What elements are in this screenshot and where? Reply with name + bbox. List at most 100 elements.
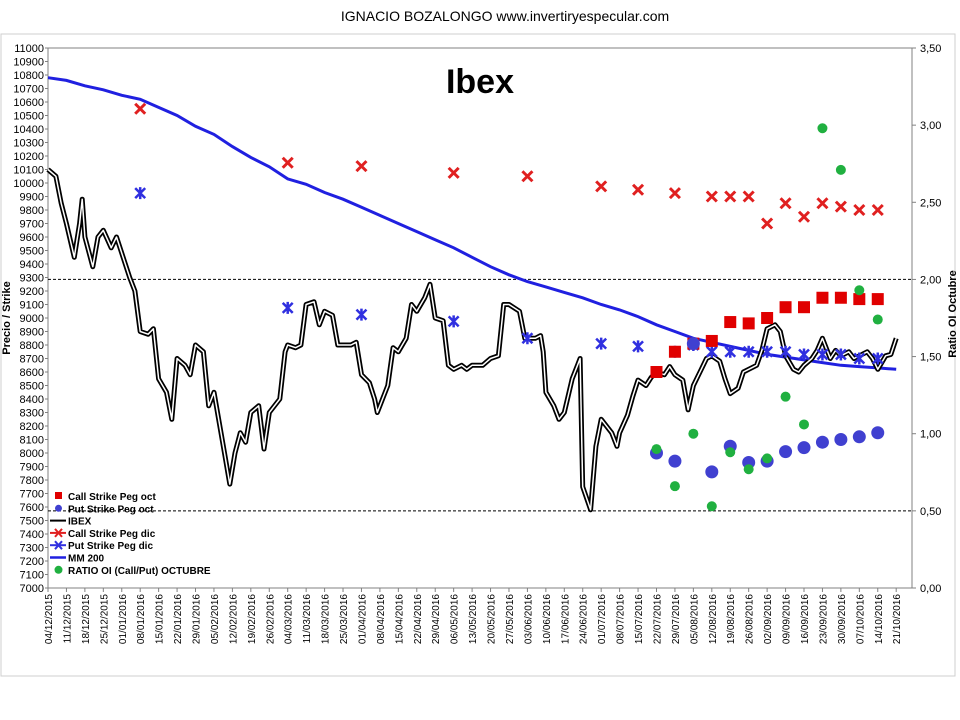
x-tick-label: 29/01/2016 xyxy=(192,594,203,644)
y-tick-label-left: 7100 xyxy=(20,570,44,582)
x-tick-label: 19/08/2016 xyxy=(726,594,737,644)
call-dic-marker xyxy=(355,160,368,173)
ratio-oi-marker xyxy=(725,447,736,458)
x-tick-label: 08/01/2016 xyxy=(136,594,147,644)
legend-entry-3-swatch xyxy=(54,528,63,538)
y-tick-label-left: 10200 xyxy=(13,151,44,163)
put-dic-marker xyxy=(355,308,368,321)
y-tick-label-left: 8900 xyxy=(20,327,44,339)
x-tick-label: 29/07/2016 xyxy=(671,594,682,644)
put-dic-marker xyxy=(798,348,810,361)
x-tick-label: 26/02/2016 xyxy=(265,594,276,644)
put-dic-marker xyxy=(281,301,294,314)
y-tick-label-left: 10800 xyxy=(13,70,44,82)
chart-title: Ibex xyxy=(446,63,514,101)
call-dic-marker xyxy=(595,180,608,193)
y-tick-label-left: 8200 xyxy=(20,421,44,433)
y-tick-label-right: 3,00 xyxy=(920,120,941,132)
put-oct-marker xyxy=(852,430,866,444)
y-tick-label-left: 7300 xyxy=(20,543,44,555)
y-tick-label-left: 9100 xyxy=(20,300,44,312)
y-tick-label-left: 10900 xyxy=(13,57,44,69)
y-tick-label-left: 7000 xyxy=(20,583,44,595)
ratio-oi-marker xyxy=(799,419,809,430)
x-tick-label: 15/04/2016 xyxy=(394,594,405,644)
call-dic-marker xyxy=(816,197,829,210)
call-oct-marker xyxy=(742,317,755,330)
reference-lines xyxy=(48,278,912,512)
x-tick-label: 03/06/2016 xyxy=(523,594,534,644)
plot-area xyxy=(47,47,913,589)
y-axis-label-right: Ratio OI Octubre xyxy=(947,270,959,357)
y-tick-label-left: 10700 xyxy=(13,84,44,96)
call-oct-marker xyxy=(761,312,774,324)
ratio-oi-marker xyxy=(669,481,680,492)
y-tick-label-left: 7400 xyxy=(20,529,44,541)
x-tick-label: 01/01/2016 xyxy=(118,594,129,644)
x-tick-label: 22/01/2016 xyxy=(173,594,184,644)
put-oct-marker xyxy=(686,337,700,351)
call-dic-marker xyxy=(134,102,147,115)
y-tick-label-left: 9300 xyxy=(20,273,44,285)
series-layer xyxy=(46,76,899,513)
x-tick-label: 12/02/2016 xyxy=(228,594,239,644)
y-tick-label-left: 8600 xyxy=(20,367,44,379)
put-oct-marker xyxy=(797,441,811,455)
x-tick-label: 25/12/2015 xyxy=(99,594,110,644)
legend-entry-2-label: IBEX xyxy=(68,517,92,528)
x-tick-label: 29/04/2016 xyxy=(431,594,442,644)
call-oct-marker xyxy=(834,291,847,304)
x-tick-label: 24/06/2016 xyxy=(579,594,590,644)
call-dic-marker xyxy=(742,190,755,203)
put-dic-marker xyxy=(853,352,866,365)
call-dic-marker xyxy=(871,203,884,217)
put-oct-marker xyxy=(834,433,848,446)
y-tick-label-left: 8000 xyxy=(20,448,44,460)
y-tick-label-left: 8800 xyxy=(20,340,44,352)
y-tick-label-left: 9500 xyxy=(20,246,44,258)
x-tick-label: 06/05/2016 xyxy=(450,594,461,644)
call-dic-marker xyxy=(705,190,718,203)
x-tick-label: 17/06/2016 xyxy=(560,594,571,644)
ratio-oi-marker xyxy=(651,444,662,455)
x-tick-label: 05/08/2016 xyxy=(689,594,700,644)
x-tick-label: 09/09/2016 xyxy=(782,594,793,644)
x-tick-label: 01/04/2016 xyxy=(357,594,368,644)
legend-entry-3-label: Call Strike Peg dic xyxy=(68,529,156,540)
y-tick-label-left: 9700 xyxy=(20,219,44,231)
legend-entry-4-label: Put Strike Peg dic xyxy=(68,541,153,552)
put-dic-marker xyxy=(724,345,737,358)
put-dic-marker xyxy=(761,345,774,358)
legend-entry-5-label: MM 200 xyxy=(68,554,105,565)
y-tick-label-left: 10500 xyxy=(13,111,44,123)
legend-entry-4-swatch xyxy=(54,540,63,550)
x-tick-label: 12/08/2016 xyxy=(708,594,719,644)
ratio-oi-marker xyxy=(762,453,773,464)
call-dic-marker xyxy=(834,200,847,213)
call-oct-marker xyxy=(798,301,810,314)
y-tick-label-right: 1,00 xyxy=(920,429,941,441)
x-tick-label: 02/09/2016 xyxy=(763,594,774,644)
ratio-oi-marker xyxy=(688,428,699,439)
y-tick-label-left: 7900 xyxy=(20,462,44,474)
put-oct-marker xyxy=(705,465,719,479)
ratio-oi-marker xyxy=(743,464,754,475)
x-tick-label: 11/12/2015 xyxy=(62,594,73,644)
y-tick-label-left: 7600 xyxy=(20,502,44,514)
y-tick-label-left: 7200 xyxy=(20,556,44,568)
call-dic-marker xyxy=(668,187,681,200)
x-tick-label: 05/02/2016 xyxy=(210,594,221,644)
legend-entry-1-label: Put Strike Peg oct xyxy=(68,504,154,515)
call-oct-marker xyxy=(668,345,681,358)
x-tick-label: 11/03/2016 xyxy=(302,594,313,644)
x-tick-label: 21/10/2016 xyxy=(892,594,903,644)
x-tick-label: 10/06/2016 xyxy=(542,594,553,644)
put-dic-marker xyxy=(632,340,644,353)
y-tick-label-left: 7700 xyxy=(20,489,44,501)
y-tick-label-right: 1,50 xyxy=(920,352,941,364)
legend-entry-6-label: RATIO OI (Call/Put) OCTUBRE xyxy=(68,566,211,577)
call-dic-marker xyxy=(779,197,792,210)
put-oct-marker xyxy=(815,435,829,449)
